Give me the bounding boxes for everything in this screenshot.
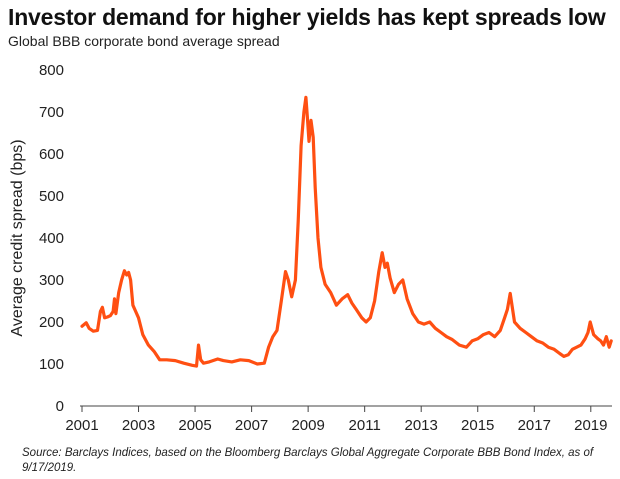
y-tick-label: 100 <box>39 356 64 373</box>
y-tick-label: 600 <box>39 146 64 163</box>
x-tick-label: 2007 <box>235 417 268 434</box>
y-tick-label: 800 <box>39 62 64 79</box>
source-note: Source: Barclays Indices, based on the B… <box>22 447 594 474</box>
x-tick-label: 2011 <box>349 417 381 434</box>
x-tick-label: 2005 <box>178 417 211 434</box>
y-tick-label: 300 <box>39 272 64 289</box>
x-tick-label: 2009 <box>291 417 324 434</box>
x-axis-ticks: 2001 2003 2005 2007 2009 2011 2013 2015 2017 2019 <box>65 406 607 434</box>
x-tick-label: 2015 <box>461 417 494 434</box>
y-axis-ticks: 0 100 200 300 400 500 600 700 800 <box>39 62 64 415</box>
y-tick-label: 0 <box>56 398 64 415</box>
y-tick-label: 200 <box>39 314 64 331</box>
x-tick-label: 2019 <box>574 417 607 434</box>
y-tick-label: 700 <box>39 104 64 121</box>
y-axis-label: Average credit spread (bps) <box>9 139 26 336</box>
x-tick-label: 2013 <box>405 417 438 434</box>
chart-title: Investor demand for higher yields has ke… <box>8 4 606 30</box>
x-tick-label: 2001 <box>65 417 98 434</box>
y-tick-label: 500 <box>39 188 64 205</box>
x-tick-label: 2017 <box>518 417 551 434</box>
chart-subtitle: Global BBB corporate bond average spread <box>8 33 280 49</box>
series-line <box>80 95 613 368</box>
y-tick-label: 400 <box>39 230 64 247</box>
x-tick-label: 2003 <box>122 417 155 434</box>
